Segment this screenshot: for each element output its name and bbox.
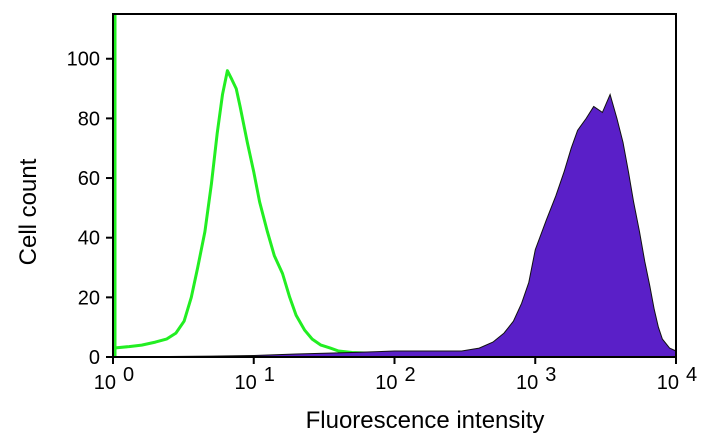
x-tick-label: 10: [235, 372, 257, 394]
y-tick-label: 60: [78, 168, 100, 190]
x-tick-exponent: 3: [545, 364, 556, 386]
y-axis-ticks: 0 20 40 60 80 100: [67, 49, 113, 369]
x-tick-label: 10: [657, 372, 679, 394]
y-tick-label: 20: [78, 287, 100, 309]
series-layer: [112, 14, 677, 358]
x-axis-label: Fluorescence intensity: [306, 407, 545, 434]
y-tick-label: 100: [67, 49, 100, 71]
x-tick-label: 10: [375, 372, 397, 394]
y-axis-label: Cell count: [15, 158, 42, 265]
x-tick-label: 10: [516, 372, 538, 394]
x-tick-exponent: 4: [686, 364, 697, 386]
x-tick-label: 10: [94, 372, 116, 394]
y-tick-label: 0: [89, 347, 100, 369]
series-area-filled: [112, 93, 677, 358]
y-tick-label: 80: [78, 108, 100, 130]
x-tick-exponent: 2: [405, 364, 416, 386]
x-tick-exponent: 0: [123, 364, 134, 386]
y-tick-label: 40: [78, 228, 100, 250]
x-axis-ticks: 10 0 10 1 10 2 10 3 10 4: [94, 357, 697, 394]
x-tick-exponent: 1: [264, 364, 275, 386]
